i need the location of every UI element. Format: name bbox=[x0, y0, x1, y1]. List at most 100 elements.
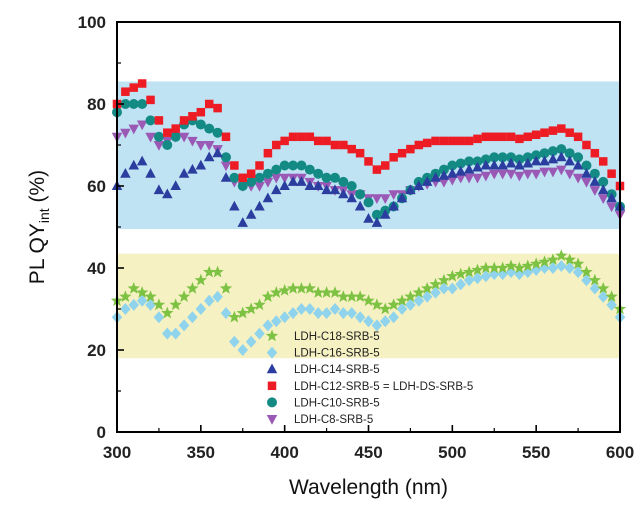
data-point bbox=[162, 188, 173, 199]
data-point bbox=[244, 302, 258, 315]
data-point bbox=[321, 307, 332, 320]
data-point bbox=[237, 344, 248, 356]
y-axis-title: PL QYint (%) bbox=[26, 170, 52, 284]
data-point bbox=[605, 290, 618, 302]
data-point bbox=[246, 176, 257, 187]
data-point bbox=[195, 141, 207, 151]
data-point bbox=[304, 303, 316, 315]
data-point bbox=[497, 159, 508, 170]
legend-label: LDH-C14-SRB-5 bbox=[294, 364, 380, 376]
data-point bbox=[338, 307, 349, 320]
data-point bbox=[556, 144, 567, 155]
data-point bbox=[455, 158, 466, 169]
data-point bbox=[597, 290, 609, 303]
data-point bbox=[463, 173, 475, 184]
data-point bbox=[221, 132, 231, 142]
data-point bbox=[229, 335, 240, 348]
data-point bbox=[505, 157, 517, 168]
data-point bbox=[271, 184, 282, 195]
data-point bbox=[489, 159, 500, 170]
data-point bbox=[220, 172, 232, 182]
legend-label: LDH-C16-SRB-5 bbox=[294, 348, 380, 360]
data-point bbox=[506, 132, 516, 142]
data-point bbox=[597, 184, 609, 195]
data-point bbox=[513, 261, 526, 274]
data-point bbox=[437, 273, 451, 286]
data-point bbox=[572, 173, 584, 184]
data-point bbox=[456, 136, 465, 146]
data-point bbox=[564, 169, 575, 180]
data-point bbox=[557, 124, 566, 133]
data-point bbox=[353, 290, 367, 302]
data-point bbox=[380, 208, 391, 219]
data-point bbox=[127, 282, 140, 294]
data-point bbox=[371, 319, 383, 332]
data-point bbox=[364, 157, 373, 166]
data-point bbox=[514, 171, 525, 182]
data-point bbox=[271, 164, 282, 175]
data-point bbox=[212, 127, 223, 138]
data-point bbox=[572, 266, 584, 279]
data-point bbox=[120, 99, 131, 109]
data-point bbox=[194, 273, 208, 286]
data-point bbox=[220, 307, 232, 320]
data-point bbox=[530, 169, 542, 180]
data-point bbox=[171, 124, 180, 133]
data-point bbox=[389, 153, 398, 162]
data-point bbox=[564, 262, 575, 274]
y-axis-title-unit: (%) bbox=[26, 170, 49, 209]
data-point bbox=[556, 259, 567, 272]
data-point bbox=[329, 172, 340, 183]
data-point bbox=[372, 165, 382, 174]
x-tick-label: 300 bbox=[103, 443, 131, 462]
data-point bbox=[245, 335, 257, 348]
data-point bbox=[521, 259, 534, 272]
data-point bbox=[412, 286, 425, 298]
data-point bbox=[371, 194, 383, 205]
data-point bbox=[262, 177, 274, 188]
data-point bbox=[540, 128, 549, 137]
data-point bbox=[203, 294, 215, 307]
data-point bbox=[472, 161, 483, 172]
data-point bbox=[321, 184, 332, 195]
data-point bbox=[161, 306, 174, 319]
data-point bbox=[506, 152, 517, 163]
data-point bbox=[397, 148, 407, 158]
data-point bbox=[406, 144, 415, 154]
data-point bbox=[547, 146, 558, 157]
data-point bbox=[447, 167, 458, 178]
data-point bbox=[539, 148, 550, 159]
data-point bbox=[287, 176, 299, 186]
data-point bbox=[195, 303, 207, 315]
data-point bbox=[480, 154, 491, 165]
data-point bbox=[447, 282, 458, 295]
x-axis-title: Wavelength (nm) bbox=[289, 476, 448, 499]
data-point bbox=[120, 303, 131, 315]
data-point bbox=[328, 286, 342, 298]
data-point bbox=[303, 282, 316, 294]
data-point bbox=[523, 132, 533, 142]
data-point bbox=[480, 171, 492, 182]
data-point bbox=[296, 160, 307, 171]
data-point bbox=[263, 148, 273, 158]
data-point bbox=[312, 180, 324, 190]
data-point bbox=[145, 167, 156, 178]
data-point bbox=[338, 176, 349, 187]
data-point bbox=[128, 298, 140, 311]
data-point bbox=[204, 99, 214, 109]
data-point bbox=[522, 152, 533, 163]
data-point bbox=[388, 200, 399, 211]
legend-marker bbox=[267, 397, 277, 408]
data-point bbox=[380, 315, 391, 328]
data-point bbox=[405, 298, 416, 311]
legend-label: LDH-C10-SRB-5 bbox=[294, 397, 380, 409]
data-point bbox=[280, 136, 289, 146]
data-point bbox=[188, 112, 197, 121]
data-point bbox=[195, 119, 206, 130]
data-point bbox=[589, 282, 601, 295]
data-point bbox=[555, 249, 568, 261]
data-point bbox=[446, 269, 459, 282]
data-point bbox=[170, 180, 181, 190]
data-point bbox=[136, 294, 148, 307]
data-point bbox=[447, 175, 458, 186]
